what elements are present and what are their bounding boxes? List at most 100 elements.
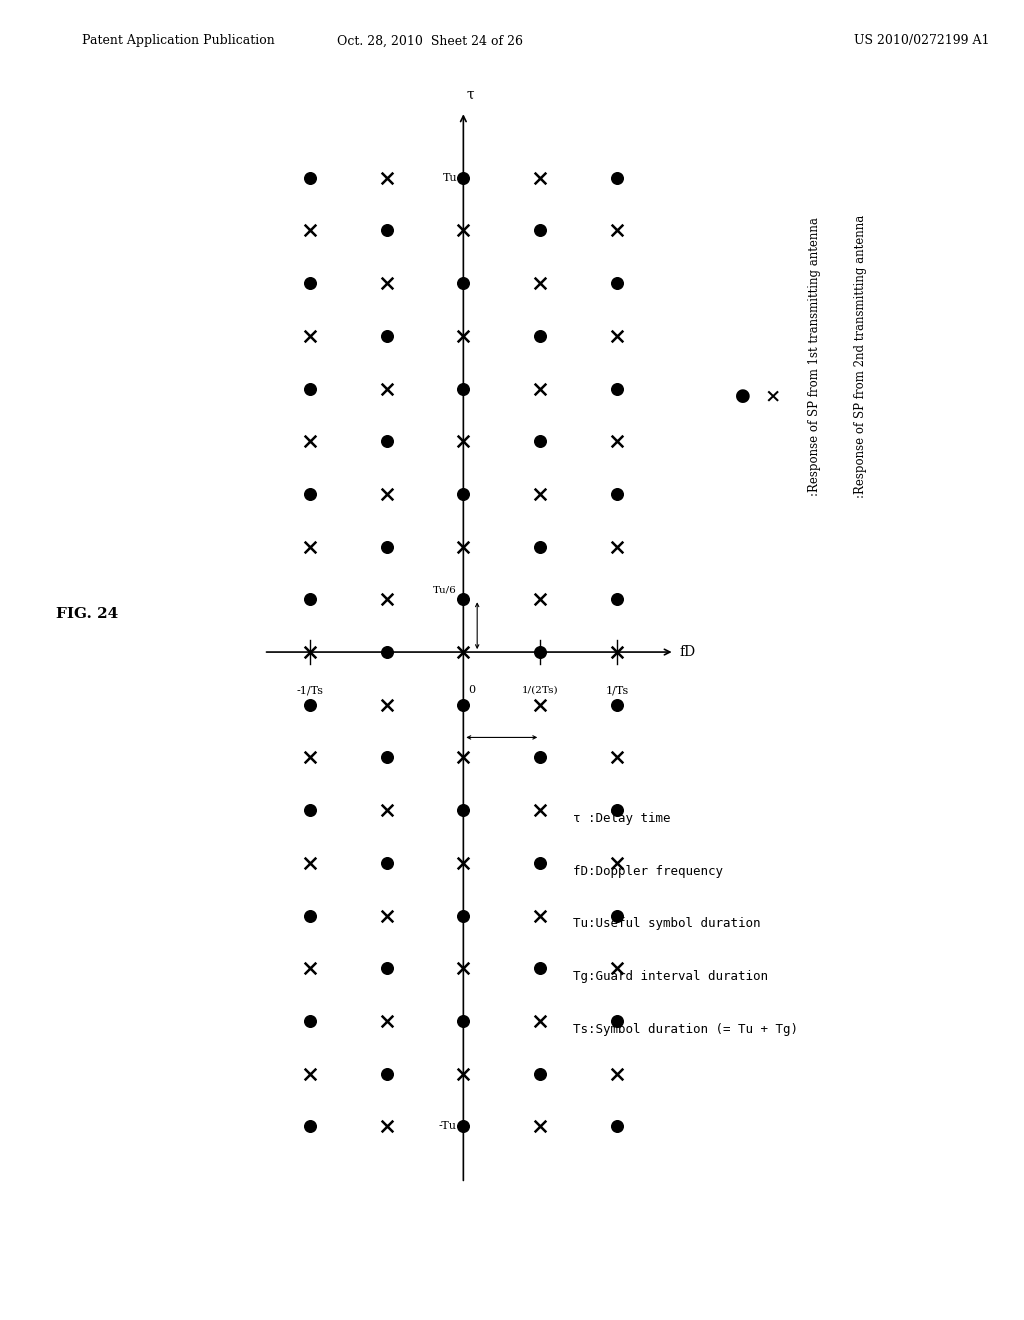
Point [302, 378, 318, 399]
Point [379, 536, 395, 557]
Point [455, 273, 471, 294]
Point [608, 483, 625, 504]
Text: :Response of SP from 1st transmitting antenna: :Response of SP from 1st transmitting an… [808, 216, 820, 496]
Text: Tu:Useful symbol duration: Tu:Useful symbol duration [573, 917, 761, 931]
Point [608, 800, 625, 821]
Point [532, 325, 549, 346]
Point [379, 589, 395, 610]
Point [608, 642, 625, 663]
Text: ●: ● [734, 387, 751, 405]
Point [302, 853, 318, 874]
Point [302, 273, 318, 294]
Point [608, 536, 625, 557]
Point [379, 1115, 395, 1137]
Point [379, 168, 395, 189]
Point [532, 906, 549, 927]
Point [455, 853, 471, 874]
Point [532, 378, 549, 399]
Point [608, 958, 625, 979]
Text: Oct. 28, 2010  Sheet 24 of 26: Oct. 28, 2010 Sheet 24 of 26 [337, 34, 523, 48]
Point [608, 747, 625, 768]
Point [302, 906, 318, 927]
Point [302, 1010, 318, 1031]
Point [532, 589, 549, 610]
Point [379, 325, 395, 346]
Point [532, 642, 549, 663]
Point [379, 694, 395, 715]
Point [608, 1063, 625, 1084]
Point [532, 168, 549, 189]
Point [302, 747, 318, 768]
Point [302, 958, 318, 979]
Point [455, 220, 471, 242]
Text: τ: τ [467, 88, 474, 102]
Point [379, 958, 395, 979]
Point [379, 853, 395, 874]
Point [532, 800, 549, 821]
Point [455, 168, 471, 189]
Point [532, 483, 549, 504]
Point [608, 430, 625, 451]
Point [455, 325, 471, 346]
Point [302, 536, 318, 557]
Point [532, 1115, 549, 1137]
Point [608, 273, 625, 294]
Point [532, 1063, 549, 1084]
Text: 1/(2Ts): 1/(2Ts) [522, 685, 558, 694]
Point [532, 220, 549, 242]
Point [608, 168, 625, 189]
Point [302, 325, 318, 346]
Point [455, 378, 471, 399]
Point [608, 694, 625, 715]
Text: Tu: Tu [443, 173, 458, 182]
Point [608, 220, 625, 242]
Text: Patent Application Publication: Patent Application Publication [82, 34, 274, 48]
Point [379, 800, 395, 821]
Point [608, 1010, 625, 1031]
Point [455, 906, 471, 927]
Point [532, 958, 549, 979]
Text: τ :Delay time: τ :Delay time [573, 812, 671, 825]
Text: 0: 0 [469, 685, 476, 696]
Point [379, 378, 395, 399]
Point [455, 1115, 471, 1137]
Text: :Response of SP from 2nd transmitting antenna: :Response of SP from 2nd transmitting an… [854, 215, 866, 498]
Point [379, 220, 395, 242]
Point [455, 747, 471, 768]
Point [608, 325, 625, 346]
Point [379, 1063, 395, 1084]
Text: fD:Doppler frequency: fD:Doppler frequency [573, 865, 723, 878]
Point [379, 1010, 395, 1031]
Point [302, 694, 318, 715]
Point [379, 273, 395, 294]
Point [608, 853, 625, 874]
Point [455, 1063, 471, 1084]
Point [532, 853, 549, 874]
Point [455, 536, 471, 557]
Point [302, 483, 318, 504]
Point [455, 589, 471, 610]
Point [532, 536, 549, 557]
Point [379, 483, 395, 504]
Text: fD: fD [680, 645, 696, 659]
Point [455, 430, 471, 451]
Point [532, 430, 549, 451]
Point [532, 694, 549, 715]
Point [532, 1010, 549, 1031]
Point [455, 642, 471, 663]
Point [302, 642, 318, 663]
Point [608, 378, 625, 399]
Point [379, 642, 395, 663]
Point [455, 694, 471, 715]
Point [302, 1115, 318, 1137]
Text: Tu/6: Tu/6 [433, 586, 457, 594]
Point [455, 483, 471, 504]
Point [532, 747, 549, 768]
Text: US 2010/0272199 A1: US 2010/0272199 A1 [854, 34, 989, 48]
Point [608, 906, 625, 927]
Text: -1/Ts: -1/Ts [296, 685, 324, 696]
Point [302, 430, 318, 451]
Point [455, 1010, 471, 1031]
Point [455, 958, 471, 979]
Text: Ts:Symbol duration (= Tu + Tg): Ts:Symbol duration (= Tu + Tg) [573, 1023, 799, 1036]
